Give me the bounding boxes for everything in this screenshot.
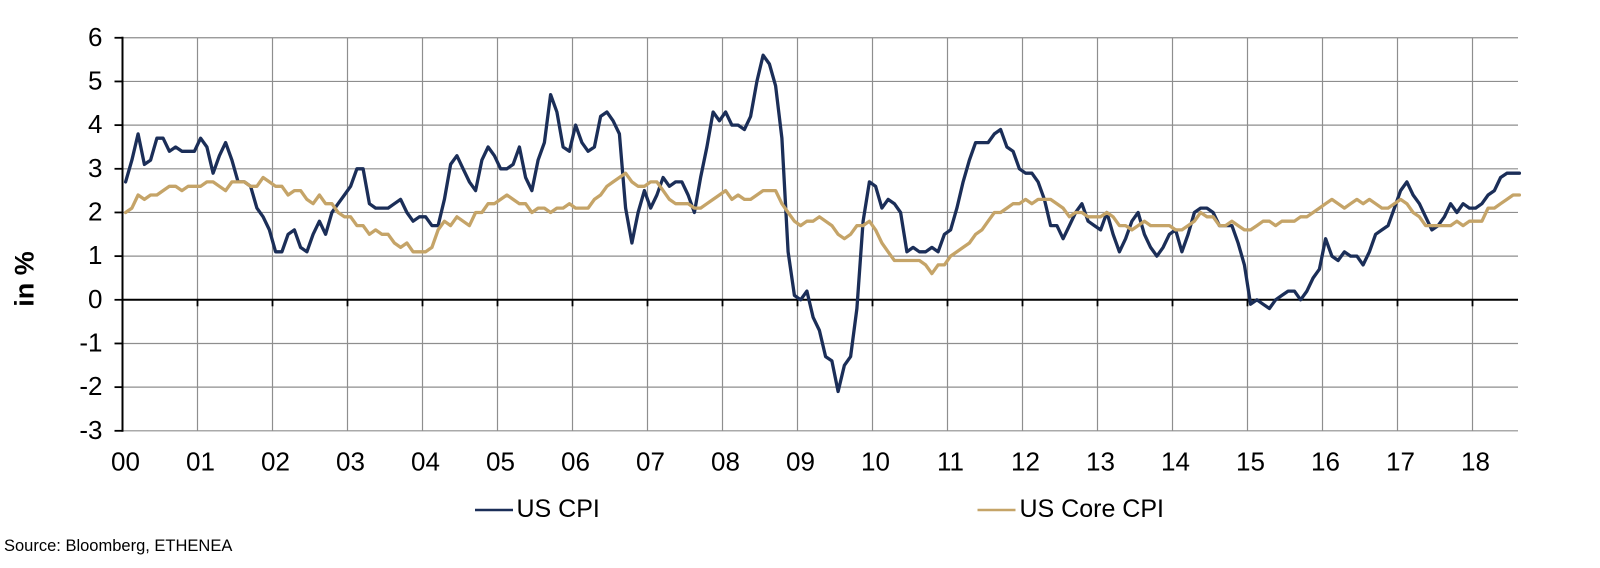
svg-text:4: 4 [88, 109, 102, 139]
svg-text:-3: -3 [79, 415, 102, 445]
svg-text:06: 06 [561, 447, 590, 477]
svg-text:in %: in % [10, 251, 40, 307]
svg-text:04: 04 [411, 447, 440, 477]
svg-text:Source: Bloomberg, ETHENEA: Source: Bloomberg, ETHENEA [4, 537, 232, 555]
svg-text:03: 03 [336, 447, 365, 477]
svg-text:17: 17 [1386, 447, 1415, 477]
svg-text:16: 16 [1311, 447, 1340, 477]
svg-text:13: 13 [1086, 447, 1115, 477]
svg-text:3: 3 [88, 153, 102, 183]
svg-text:0: 0 [88, 284, 102, 314]
svg-text:00: 00 [111, 447, 140, 477]
svg-text:2: 2 [88, 197, 102, 227]
svg-text:18: 18 [1461, 447, 1490, 477]
svg-text:5: 5 [88, 65, 102, 95]
svg-text:-2: -2 [79, 371, 102, 401]
svg-text:6: 6 [88, 22, 102, 52]
svg-text:11: 11 [937, 447, 964, 477]
svg-text:14: 14 [1161, 447, 1190, 477]
svg-text:US Core CPI: US Core CPI [1020, 495, 1164, 523]
svg-text:09: 09 [786, 447, 815, 477]
svg-text:12: 12 [1011, 447, 1040, 477]
svg-text:02: 02 [261, 447, 290, 477]
svg-text:05: 05 [486, 447, 515, 477]
svg-text:-1: -1 [79, 328, 102, 358]
svg-text:US CPI: US CPI [517, 495, 600, 523]
svg-text:1: 1 [88, 240, 102, 270]
svg-text:07: 07 [636, 447, 665, 477]
svg-text:15: 15 [1236, 447, 1265, 477]
svg-text:01: 01 [186, 447, 215, 477]
svg-text:10: 10 [861, 447, 890, 477]
svg-text:08: 08 [711, 447, 740, 477]
